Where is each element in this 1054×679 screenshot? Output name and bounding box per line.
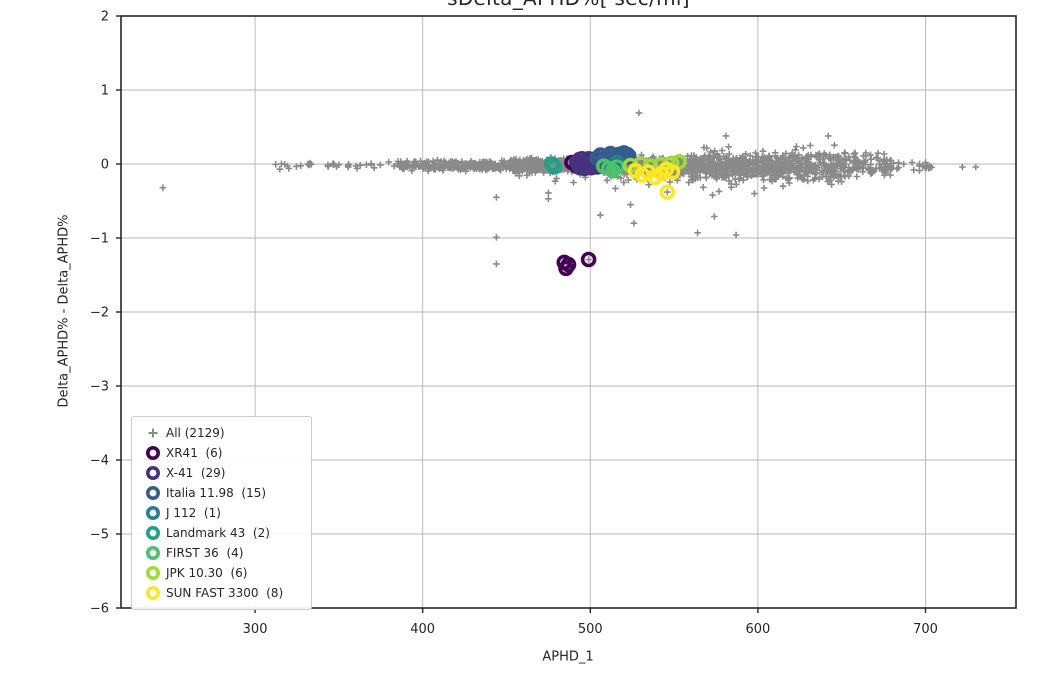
x-tick-label: 300 (243, 622, 268, 637)
y-tick-label: 0 (101, 158, 109, 173)
j-112-marker-icon (140, 504, 166, 522)
sun-fast-3300-marker-icon (140, 584, 166, 602)
data-point (560, 256, 577, 273)
y-axis-label: Delta_APHD% - Delta_APHD% (56, 214, 72, 408)
first-36-marker-icon (140, 544, 166, 562)
y-tick-label: 1 (101, 84, 109, 99)
all-points-scatter (159, 109, 980, 268)
x-tick-label: 400 (410, 622, 435, 637)
y-tick-label: −6 (90, 602, 109, 617)
y-tick-label: −2 (90, 306, 109, 321)
legend-item-j-112: J 112 (1) (140, 503, 303, 523)
legend-item-first-36: FIRST 36 (4) (140, 543, 303, 563)
xr41-marker-icon (140, 444, 166, 462)
x-tick-label: 600 (745, 622, 770, 637)
all-marker-icon (140, 426, 166, 440)
legend-item-xr41: XR41 (6) (140, 443, 303, 463)
x-tick-label: 700 (913, 622, 938, 637)
legend-item-jpk-10-30: JPK 10.30 (6) (140, 563, 303, 583)
legend-item-italia-11-98: Italia 11.98 (15) (140, 483, 303, 503)
legend-item-landmark-43: Landmark 43 (2) (140, 523, 303, 543)
y-tick-label: −4 (90, 454, 109, 469)
jpk-10-30-marker-icon (140, 564, 166, 582)
legend-label: XR41 (6) (166, 446, 223, 460)
y-tick-label: −5 (90, 528, 109, 543)
landmark-43-marker-icon (140, 524, 166, 542)
x-tick-label: 500 (578, 622, 603, 637)
legend-label: SUN FAST 3300 (8) (166, 586, 284, 600)
series-sun-fast-3300 (627, 161, 681, 200)
data-point (620, 148, 637, 164)
x-axis-label: APHD_1 (542, 649, 594, 665)
italia-11-98-marker-icon (140, 484, 166, 502)
legend-label: J 112 (1) (166, 506, 221, 520)
legend-label: FIRST 36 (4) (166, 546, 244, 560)
legend-item-all: All (2129) (140, 423, 303, 443)
legend-box: All (2129) XR41 (6) X-41 (29) Italia 11.98 … (131, 416, 312, 610)
legend-label: Italia 11.98 (15) (166, 486, 267, 500)
data-point (671, 154, 687, 170)
chart-title: sDelta_APHD%[ sec/mi] (121, 0, 1016, 10)
y-tick-label: −1 (90, 232, 109, 247)
legend-item-sun-fast-3300: SUN FAST 3300 (8) (140, 583, 303, 603)
legend-label: JPK 10.30 (6) (166, 566, 248, 580)
legend-label: X-41 (29) (166, 466, 226, 480)
data-point (546, 159, 563, 175)
y-tick-label: −3 (90, 380, 109, 395)
data-point (664, 164, 681, 180)
legend-item-x-41: X-41 (29) (140, 463, 303, 483)
data-point (659, 184, 676, 200)
series-landmark-43 (543, 156, 563, 175)
legend-label: All (2129) (166, 426, 225, 440)
legend-label: Landmark 43 (2) (166, 526, 270, 540)
x-41-marker-icon (140, 464, 166, 482)
data-point (580, 251, 597, 268)
y-tick-label: 2 (101, 10, 109, 25)
